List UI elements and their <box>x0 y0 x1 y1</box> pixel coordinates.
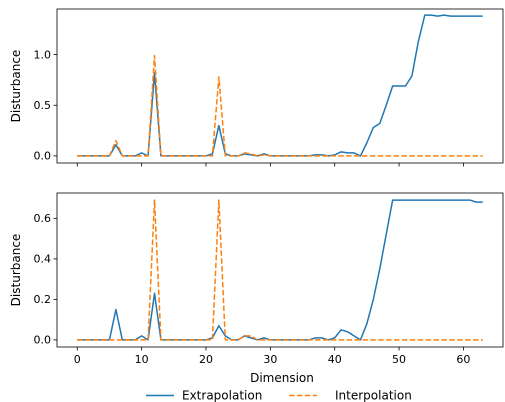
series-line-interpolation-panel-1 <box>77 199 483 341</box>
x-tick-label: 10 <box>135 353 149 366</box>
x-tick-label: 60 <box>456 353 470 366</box>
legend-label-interpolation: Interpolation <box>335 389 412 402</box>
y-axis-label-panel-1: Disturbance <box>9 234 23 307</box>
y-tick-label-panel-1: 0.6 <box>34 212 52 225</box>
x-tick-label: 30 <box>263 353 277 366</box>
bottom-panel: 0.0 0.2 0.4 0.6 0 10 20 30 40 50 60 Disturbance <box>9 192 504 366</box>
x-axis-label: Dimension <box>250 371 314 385</box>
x-tick-label: 20 <box>199 353 213 366</box>
top-panel: 0.0 0.5 1.0 Disturbance <box>9 8 504 167</box>
y-tick-label-panel-0: 0.5 <box>34 99 52 112</box>
x-tick-label: 50 <box>392 353 406 366</box>
y-axis-label-panel-0: Disturbance <box>9 50 23 123</box>
x-tick-label: 0 <box>74 353 81 366</box>
x-tick-label: 40 <box>328 353 342 366</box>
series-line-extrapolation-panel-1 <box>77 199 483 341</box>
y-tick-label-panel-0: 1.0 <box>34 48 52 61</box>
y-tick-label-panel-0: 0.0 <box>34 150 52 163</box>
y-tick-label-panel-1: 0.2 <box>34 293 52 306</box>
series-line-interpolation-panel-0 <box>77 54 483 157</box>
series-line-extrapolation-panel-0 <box>77 14 483 157</box>
legend-label-extrapolation: Extrapolation <box>182 389 262 402</box>
y-tick-label-panel-1: 0.4 <box>34 253 52 266</box>
axes-frame-panel-1 <box>56 192 504 348</box>
legend: Extrapolation Interpolation <box>146 389 412 402</box>
axes-frame-panel-0 <box>56 8 504 164</box>
y-tick-label-panel-1: 0.0 <box>34 334 52 347</box>
